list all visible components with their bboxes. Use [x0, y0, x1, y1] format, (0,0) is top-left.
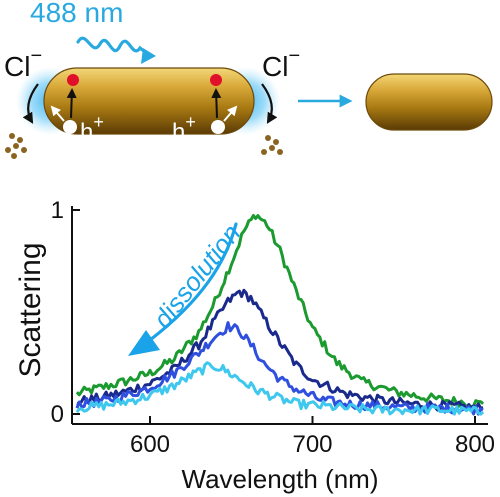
hole-label-right: h+ — [172, 112, 196, 146]
dissolution-arrow — [148, 222, 238, 342]
chart-axes — [71, 206, 488, 425]
dissolved-gold-left — [5, 133, 27, 159]
spectrum-chart: 600 700 800 0 1 Scattering Wavelength (nm) d… — [14, 197, 495, 494]
hole-dot-left — [63, 120, 77, 134]
axis-ticks: 600 700 800 0 1 — [51, 197, 495, 458]
gold-nanorod — [43, 67, 255, 135]
hole-arrow-right — [223, 105, 238, 122]
hole-label-left: h+ — [80, 112, 104, 146]
spectrum-series-1 — [75, 214, 485, 408]
laser-wave-icon — [76, 36, 152, 58]
x-axis-label: Wavelength (nm) — [182, 464, 379, 494]
reaction-arrow-right — [261, 83, 278, 124]
dissolution-arrowhead-icon — [128, 330, 160, 356]
x-tick-label: 700 — [292, 431, 332, 458]
dissolution-label: dissolution — [147, 218, 246, 333]
y-tick-label: 0 — [51, 401, 64, 428]
gold-nanorod-reduced — [365, 73, 493, 131]
chloride-label-left: Cl− — [4, 45, 42, 82]
excitation-arrow-left — [66, 88, 77, 119]
y-axis-label: Scattering — [14, 242, 47, 377]
chloride-label-right: Cl− — [262, 45, 300, 82]
laser-wavelength-label: 488 nm — [30, 0, 123, 28]
y-tick-label: 1 — [51, 197, 64, 224]
dissolution-annotation: dissolution — [128, 218, 246, 356]
electron-dot-right — [210, 74, 222, 86]
spectra-series — [75, 214, 485, 416]
spectrum-series-2 — [76, 288, 484, 412]
x-tick-label: 800 — [455, 431, 495, 458]
hole-dot-right — [211, 120, 225, 134]
x-tick-label: 600 — [130, 431, 170, 458]
hole-arrow-left — [50, 105, 65, 122]
spectrum-series-4 — [75, 361, 485, 416]
laser-arrowhead-icon — [141, 48, 156, 64]
excitation-arrow-right — [211, 88, 222, 119]
reaction-arrow-left — [22, 83, 39, 124]
dissolved-gold-right — [261, 135, 283, 155]
electron-dot-left — [67, 74, 79, 86]
schematic: 488 nm h+ h+ Cl− Cl− — [4, 0, 493, 159]
